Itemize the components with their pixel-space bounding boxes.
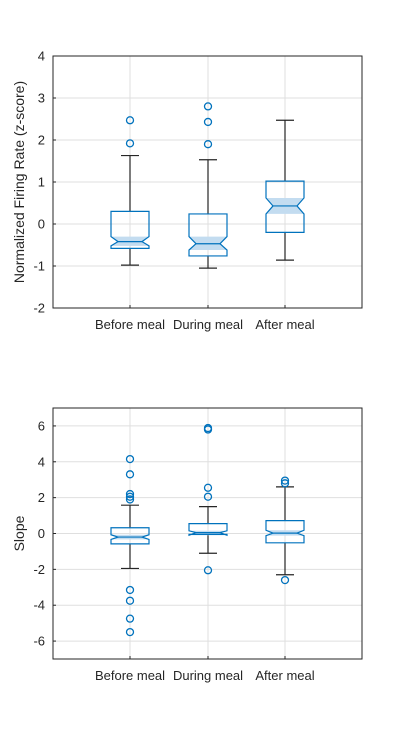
x-tick-label: After meal <box>255 668 314 683</box>
x-tick-label: Before meal <box>95 668 165 683</box>
bottom-panel-slope: -6 -4 -2 0 2 4 6 Before meal During meal After me… <box>11 407 363 683</box>
x-tick-label: Before meal <box>95 317 165 332</box>
outlier-point <box>203 566 213 575</box>
top-panel-firing-rate: -2 -1 0 1 2 3 4 Before meal During meal After mea… <box>11 49 363 332</box>
outlier-point <box>203 140 213 149</box>
box-during-meal <box>188 423 228 575</box>
x-tick-label: During meal <box>173 317 243 332</box>
box-during-meal <box>188 102 228 269</box>
outlier-point <box>280 479 290 488</box>
x-tick-label: During meal <box>173 668 243 683</box>
outlier-point <box>203 492 213 501</box>
y-tick-label: 4 <box>38 49 45 64</box>
outlier-point <box>203 483 213 492</box>
box-before-meal <box>110 116 150 266</box>
y-tick-label: 6 <box>38 418 45 433</box>
y-tick-label: 0 <box>38 526 45 541</box>
y-tick-label: -6 <box>33 634 45 649</box>
axes-frame <box>52 55 363 309</box>
axes-frame <box>52 407 363 660</box>
box-after-meal <box>265 476 305 585</box>
outlier-point <box>125 495 135 504</box>
outlier-point <box>125 492 135 501</box>
box-outline <box>110 210 150 249</box>
box-outline <box>110 527 150 545</box>
y-axis-label: Slope <box>11 515 27 551</box>
outlier-point <box>125 585 135 595</box>
box-before-meal <box>110 454 150 637</box>
box-outline <box>265 519 305 544</box>
box-outline <box>188 213 228 257</box>
outlier-point <box>125 470 135 479</box>
outlier-point <box>125 116 135 125</box>
outlier-point <box>203 102 213 111</box>
outlier-point <box>203 117 213 127</box>
outlier-point <box>125 489 135 499</box>
outlier-point <box>125 627 135 637</box>
y-tick-label: 1 <box>38 175 45 190</box>
y-tick-label: -1 <box>33 259 45 274</box>
y-tick-label: 3 <box>38 91 45 106</box>
y-tick-label: 4 <box>38 454 45 469</box>
outlier-point <box>125 596 135 605</box>
outlier-point <box>280 476 290 485</box>
y-tick-label: -2 <box>33 301 45 316</box>
outlier-point <box>125 454 135 464</box>
x-tick-label: After meal <box>255 317 314 332</box>
outlier-point <box>203 423 213 433</box>
outlier-point <box>125 139 135 148</box>
y-tick-label: 2 <box>38 133 45 148</box>
box-outline <box>188 523 228 537</box>
y-tick-label: -2 <box>33 562 45 577</box>
y-tick-label: 2 <box>38 490 45 505</box>
outlier-point <box>125 614 135 623</box>
box-outline <box>265 180 305 233</box>
y-tick-label: -4 <box>33 598 45 613</box>
outlier-point <box>280 575 290 585</box>
y-axis-label: Normalized Firing Rate (z-score) <box>11 81 27 283</box>
box-after-meal <box>265 119 305 261</box>
y-tick-label: 0 <box>38 217 45 232</box>
